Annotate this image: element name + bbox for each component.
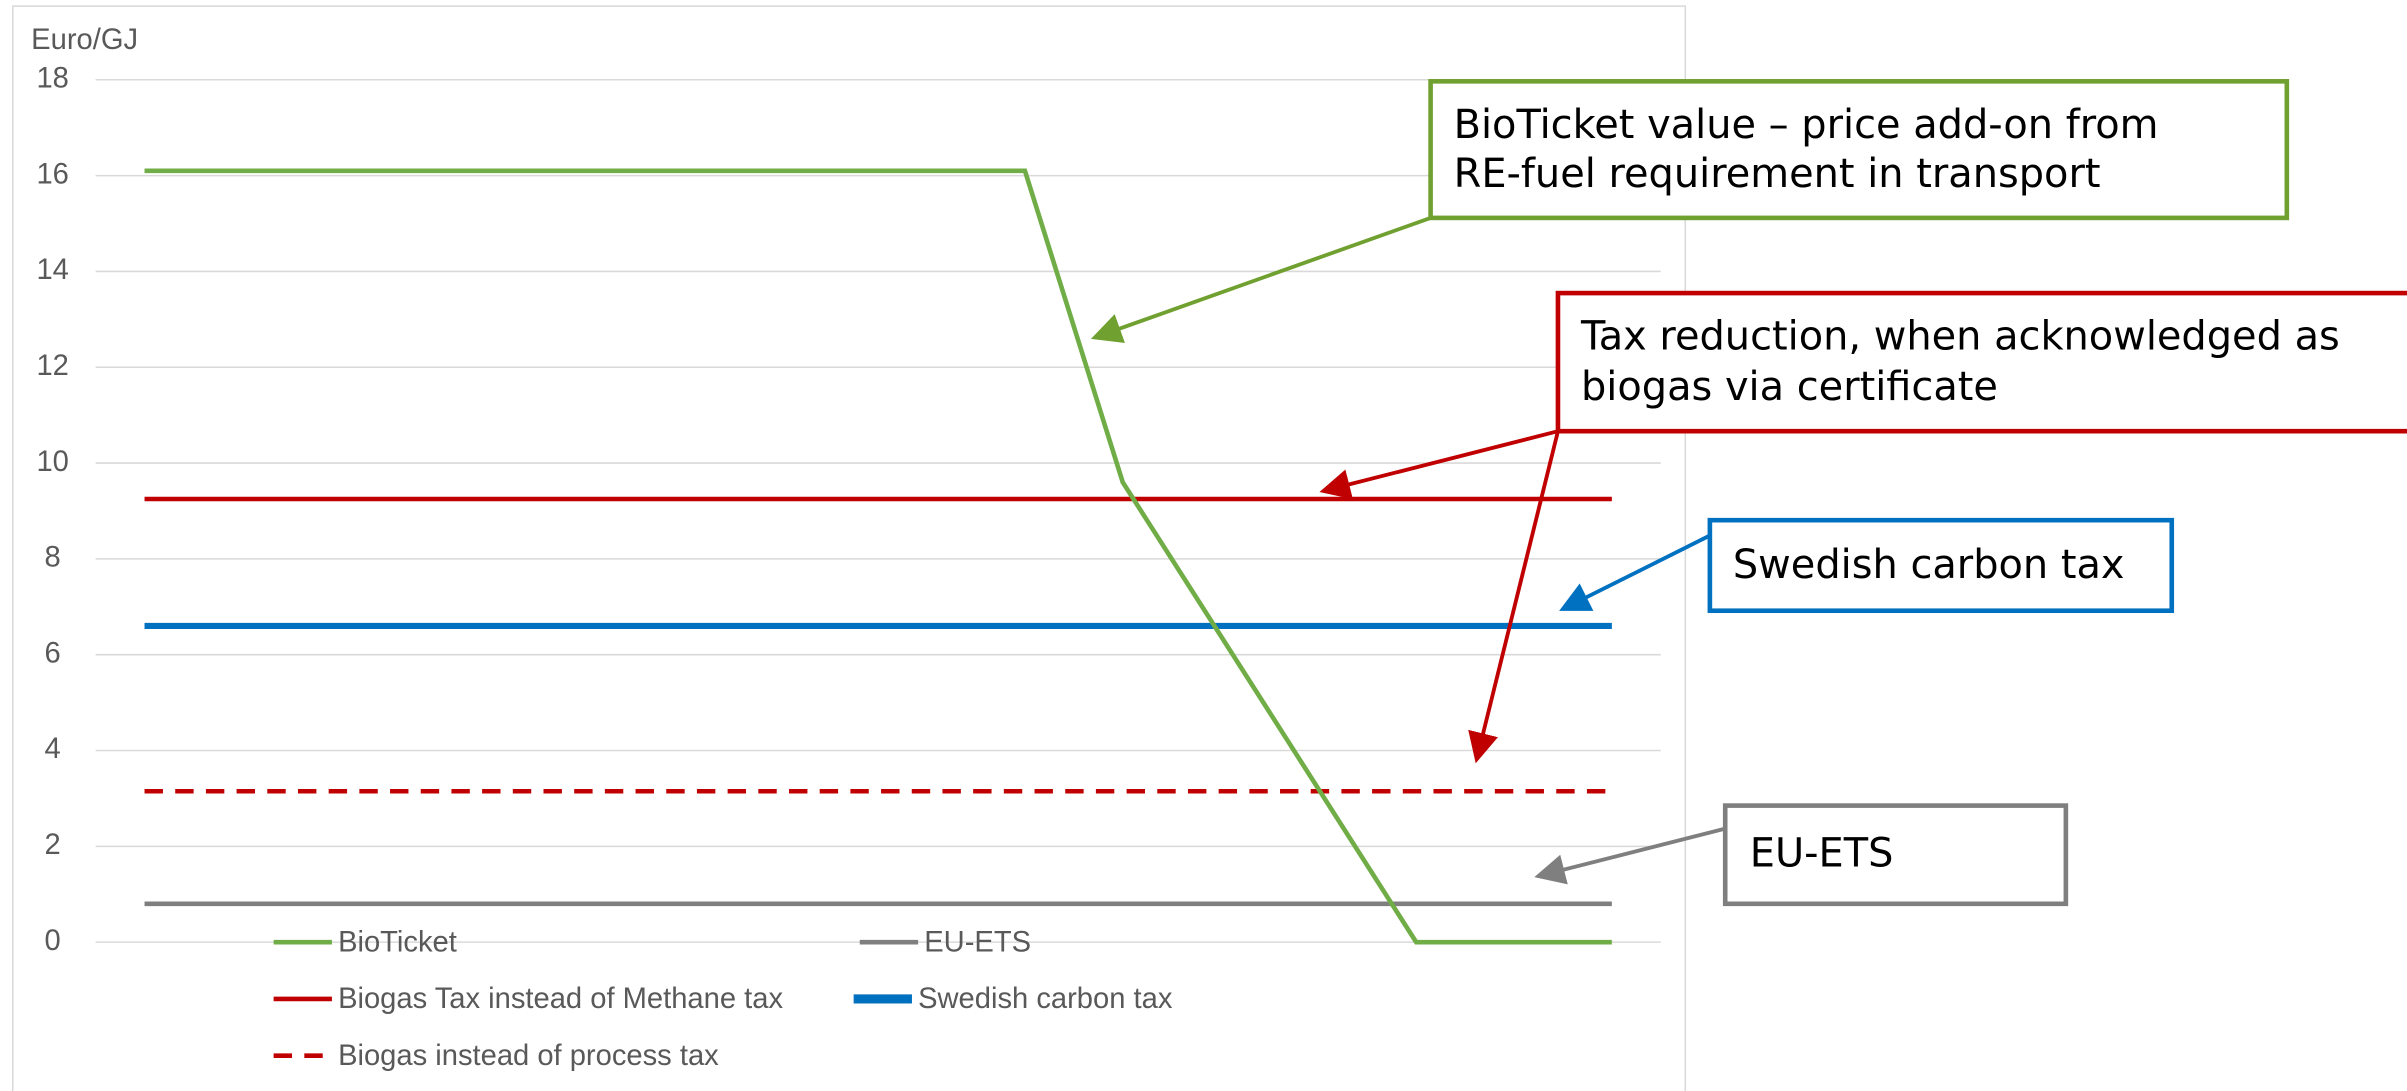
y-tick-label: 6 <box>45 637 61 669</box>
annotation-text: BioTicket value – price add-on from <box>1454 102 2159 148</box>
y-tick-label: 4 <box>45 733 61 765</box>
legend-label: Swedish carbon tax <box>918 983 1173 1015</box>
y-tick-label: 18 <box>36 62 68 94</box>
y-tick-label: 16 <box>36 158 68 190</box>
y-axis-label: Euro/GJ <box>31 24 138 56</box>
legend-label: EU-ETS <box>924 926 1031 958</box>
y-tick-label: 12 <box>36 350 68 382</box>
y-tick-label: 2 <box>45 829 61 861</box>
legend-label: Biogas Tax instead of Methane tax <box>338 983 783 1015</box>
annotation-text: biogas via certificate <box>1581 364 1998 410</box>
annotation-text: RE-fuel requirement in transport <box>1454 151 2101 197</box>
y-tick-label: 0 <box>45 925 61 957</box>
annotation-text: Swedish carbon tax <box>1733 542 2125 588</box>
legend-label: BioTicket <box>338 926 457 958</box>
annotation-text: EU-ETS <box>1750 831 1894 877</box>
y-tick-label: 10 <box>36 446 68 478</box>
legend-label: Biogas instead of process tax <box>338 1040 719 1072</box>
annotation-text: Tax reduction, when acknowledged as <box>1580 314 2340 360</box>
y-tick-label: 14 <box>36 254 68 286</box>
page: {"chart_data": { "type": "line", "y_labe… <box>0 0 2407 1091</box>
chart: Euro/GJ 0 2 4 6 8 10 12 14 16 18 BioTicket EU-ETS B… <box>0 0 2407 1091</box>
y-tick-label: 8 <box>45 542 61 574</box>
